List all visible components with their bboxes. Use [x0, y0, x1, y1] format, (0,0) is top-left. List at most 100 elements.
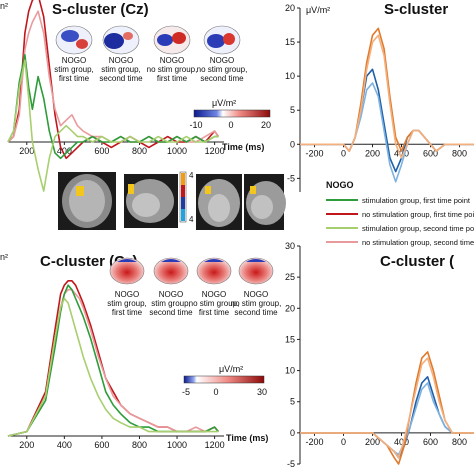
x-tick-label: 400	[394, 148, 409, 158]
y-tick-label: -5	[287, 173, 295, 183]
topomap-label-line: stim group,	[151, 299, 191, 308]
topomap-label-line: NOGO	[202, 290, 226, 299]
series-line-3	[7, 59, 219, 192]
topomap-row	[109, 257, 274, 285]
brain-mri-inset: 4 4	[58, 171, 286, 230]
x-axis-label: Time (ms)	[226, 433, 268, 443]
y-axis-label-fragment: n²	[0, 1, 8, 11]
topomap-label-line: first time	[199, 308, 230, 317]
x-tick-label: 200	[365, 148, 380, 158]
series-line-1	[300, 82, 474, 183]
x-tick-label: 1000	[167, 146, 187, 156]
topomap-labels: NOGO stim group, first time NOGO stim gr…	[107, 290, 281, 317]
x-tick-label: 800	[132, 440, 147, 450]
colorbar-unit: μV/m²	[212, 98, 236, 108]
x-tick-label: 400	[394, 437, 409, 447]
colorbar-min: -10	[189, 120, 202, 130]
legend-title: NOGO	[326, 180, 354, 190]
y-tick-label: 10	[285, 71, 295, 81]
topomap-label-line: second time	[200, 74, 244, 83]
topomap-label-line: NOGO	[210, 56, 234, 65]
topomap-label-line: no stim group,	[189, 299, 240, 308]
topomap-stim-second	[153, 257, 189, 285]
topomap-label-line: no stim group,	[231, 299, 282, 308]
y-tick-label: 0	[290, 139, 295, 149]
colorbar-max: 20	[261, 120, 271, 130]
x-tick-label: 200	[19, 440, 34, 450]
panel-top-right: S-cluster μV/m² -200 0 200 400 600 800 20 15 10 5…	[285, 1, 474, 247]
topomap-label-line: second time	[99, 74, 143, 83]
x-tick-label: 1200	[205, 440, 225, 450]
y-tick-label: 0	[290, 428, 295, 438]
series-line-3	[300, 357, 474, 459]
plot-area: 200 400 600 800 1000 1200	[7, 280, 225, 450]
y-axis-label: μV/m²	[306, 5, 330, 15]
y-tick-label: 5	[290, 105, 295, 115]
y-tick-label: 15	[285, 334, 295, 344]
colorbar-unit: μV/m²	[219, 364, 243, 374]
x-tick-label: 200	[19, 146, 34, 156]
topomap-label-line: NOGO	[115, 290, 139, 299]
x-axis-label: Time (ms)	[222, 142, 264, 152]
topomap-label-line: stim group,	[101, 65, 141, 74]
topomap-label-line: stim group,	[107, 299, 147, 308]
y-tick-label: 25	[285, 272, 295, 282]
panel-title: C-cluster (	[380, 253, 454, 270]
y-tick-label: 10	[285, 366, 295, 376]
colorbar-min: -5	[182, 387, 190, 397]
legend-entry: no stimulation group, first time point	[362, 210, 474, 219]
x-tick-label: 0	[341, 148, 346, 158]
brain-scale-min: 4	[189, 215, 194, 224]
topomap-row	[55, 25, 241, 55]
legend-entry: no stimulation group, second time point	[362, 238, 474, 247]
x-tick-label: 600	[423, 148, 438, 158]
topomap-nostim-second	[203, 25, 241, 55]
x-tick-label: -200	[305, 148, 323, 158]
panel-top-left: S-cluster (Cz) n²	[0, 0, 286, 230]
topomap-label-line: stim group,	[54, 65, 94, 74]
colorbar-max: 30	[257, 387, 267, 397]
plot-area: 200 400 600 800 1000 1200	[7, 0, 225, 192]
y-axis-label-fragment: n²	[0, 252, 8, 262]
series-line-2	[300, 27, 474, 152]
x-tick-label: 400	[57, 146, 72, 156]
y-tick-label: 20	[285, 3, 295, 13]
y-tick-label: 5	[290, 397, 295, 407]
plot-area: -200 0 200 400 600 800 30 25 20 15 10 5 0 -5	[285, 241, 474, 469]
series-line-3	[7, 297, 219, 437]
colorbar-mid: 0	[228, 120, 233, 130]
x-tick-label: 600	[94, 146, 109, 156]
topomap-label-line: NOGO	[244, 290, 268, 299]
topomap-stim-second	[102, 25, 140, 55]
topomap-nostim-second	[238, 257, 274, 285]
y-tick-label: 15	[285, 37, 295, 47]
topomap-label-line: no stim group,	[197, 65, 248, 74]
x-tick-label: 0	[341, 437, 346, 447]
plot-area: -200 0 200 400 600 800 20 15 10 5 0 -5	[285, 3, 474, 192]
legend-entry: stimulation group, first time point	[362, 196, 471, 205]
x-tick-label: 800	[132, 146, 147, 156]
x-tick-label: -200	[305, 437, 323, 447]
topomap-label-line: NOGO	[160, 56, 184, 65]
colorbar: μV/m² -10 0 20	[189, 98, 271, 130]
topomap-nostim-first	[196, 257, 232, 285]
brain-scale-max: 4	[189, 171, 194, 180]
topomap-stim-first	[55, 25, 93, 55]
x-tick-label: 800	[452, 148, 467, 158]
y-tick-label: -5	[287, 459, 295, 469]
topomap-stim-first	[109, 257, 145, 285]
topomap-label-line: first time	[59, 74, 90, 83]
topomap-labels: NOGO stim group, first time NOGO stim gr…	[54, 56, 247, 83]
topomap-label-line: second time	[149, 308, 193, 317]
series-line-3	[300, 34, 474, 159]
x-tick-label: 1200	[205, 146, 225, 156]
x-tick-label: 600	[423, 437, 438, 447]
x-tick-label: 200	[365, 437, 380, 447]
y-tick-label: 30	[285, 241, 295, 251]
topomap-label-line: NOGO	[109, 56, 133, 65]
series-line-1	[300, 382, 474, 456]
topomap-label-line: second time	[234, 308, 278, 317]
topomap-label-line: first time	[112, 308, 143, 317]
topomap-label-line: NOGO	[62, 56, 86, 65]
